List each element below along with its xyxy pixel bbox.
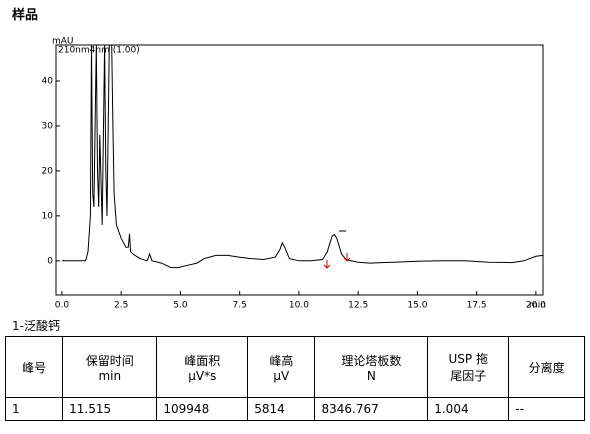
y-tick-label: 30 [42, 121, 54, 131]
header-cell: 峰高 μV [247, 336, 316, 398]
data-cell: -- [508, 397, 585, 421]
header-text: μV [273, 368, 290, 383]
peak-marker [323, 260, 331, 269]
peak-marker [343, 253, 351, 262]
x-tick-label: 7.5 [232, 301, 246, 311]
x-tick-label: 5.0 [173, 301, 188, 311]
y-tick-label: 20 [42, 166, 54, 176]
data-cell: 1 [4, 397, 64, 421]
y-tick-label: 40 [42, 76, 54, 86]
x-tick-label: 20.0 [526, 301, 546, 311]
header-text: min [98, 368, 122, 383]
y-tick-label: 0 [47, 256, 53, 266]
header-text: N [366, 368, 376, 383]
data-cell: 1.004 [427, 397, 510, 421]
header-text: 峰面积 [184, 353, 221, 368]
header-cell: 分离度 [508, 336, 585, 398]
header-text: 峰号 [22, 360, 47, 375]
data-cell: 11.515 [62, 397, 158, 421]
header-cell: 峰号 [4, 336, 64, 398]
x-tick-label: 12.5 [348, 301, 368, 311]
chart: mAU 210nm4nm (1.00) min 0 10 20 30 40 0.0 2.5 5… [42, 37, 547, 311]
page-title: 样品 [12, 8, 39, 23]
data-cell: 5814 [247, 397, 316, 421]
header-cell: USP 拖尾因子 [427, 336, 510, 398]
x-tick-label: 10.0 [289, 301, 309, 311]
header-text: 理论塔板数 [341, 353, 402, 368]
y-axis-label: mAU [52, 37, 74, 47]
plot-frame [55, 44, 544, 296]
x-tick-label: 0.0 [55, 301, 70, 311]
header-text: μV*s [188, 368, 217, 383]
table-title: 1-泛酸钙 [12, 319, 60, 333]
trace-label: 210nm4nm (1.00) [58, 46, 140, 56]
header-text: USP 拖 [448, 352, 488, 366]
header-cell: 保留时间 min [62, 336, 158, 398]
data-cell: 8346.767 [314, 397, 429, 421]
header-text: 分离度 [528, 360, 565, 375]
chromatogram-line [61, 45, 543, 269]
x-tick-label: 2.5 [114, 301, 128, 311]
x-tick-label: 17.5 [467, 301, 487, 311]
data-cell: 109948 [156, 397, 249, 421]
x-axis-label: min [529, 301, 546, 311]
header-cell: 理论塔板数 N [314, 336, 429, 398]
header-text: 保留时间 [85, 353, 134, 368]
x-tick-label: 15.0 [407, 301, 427, 311]
y-tick-label: 10 [42, 211, 54, 221]
header-text: 尾因子 [450, 369, 487, 383]
header-cell: 峰面积 μV*s [156, 336, 249, 398]
header-text: 峰高 [269, 353, 294, 368]
